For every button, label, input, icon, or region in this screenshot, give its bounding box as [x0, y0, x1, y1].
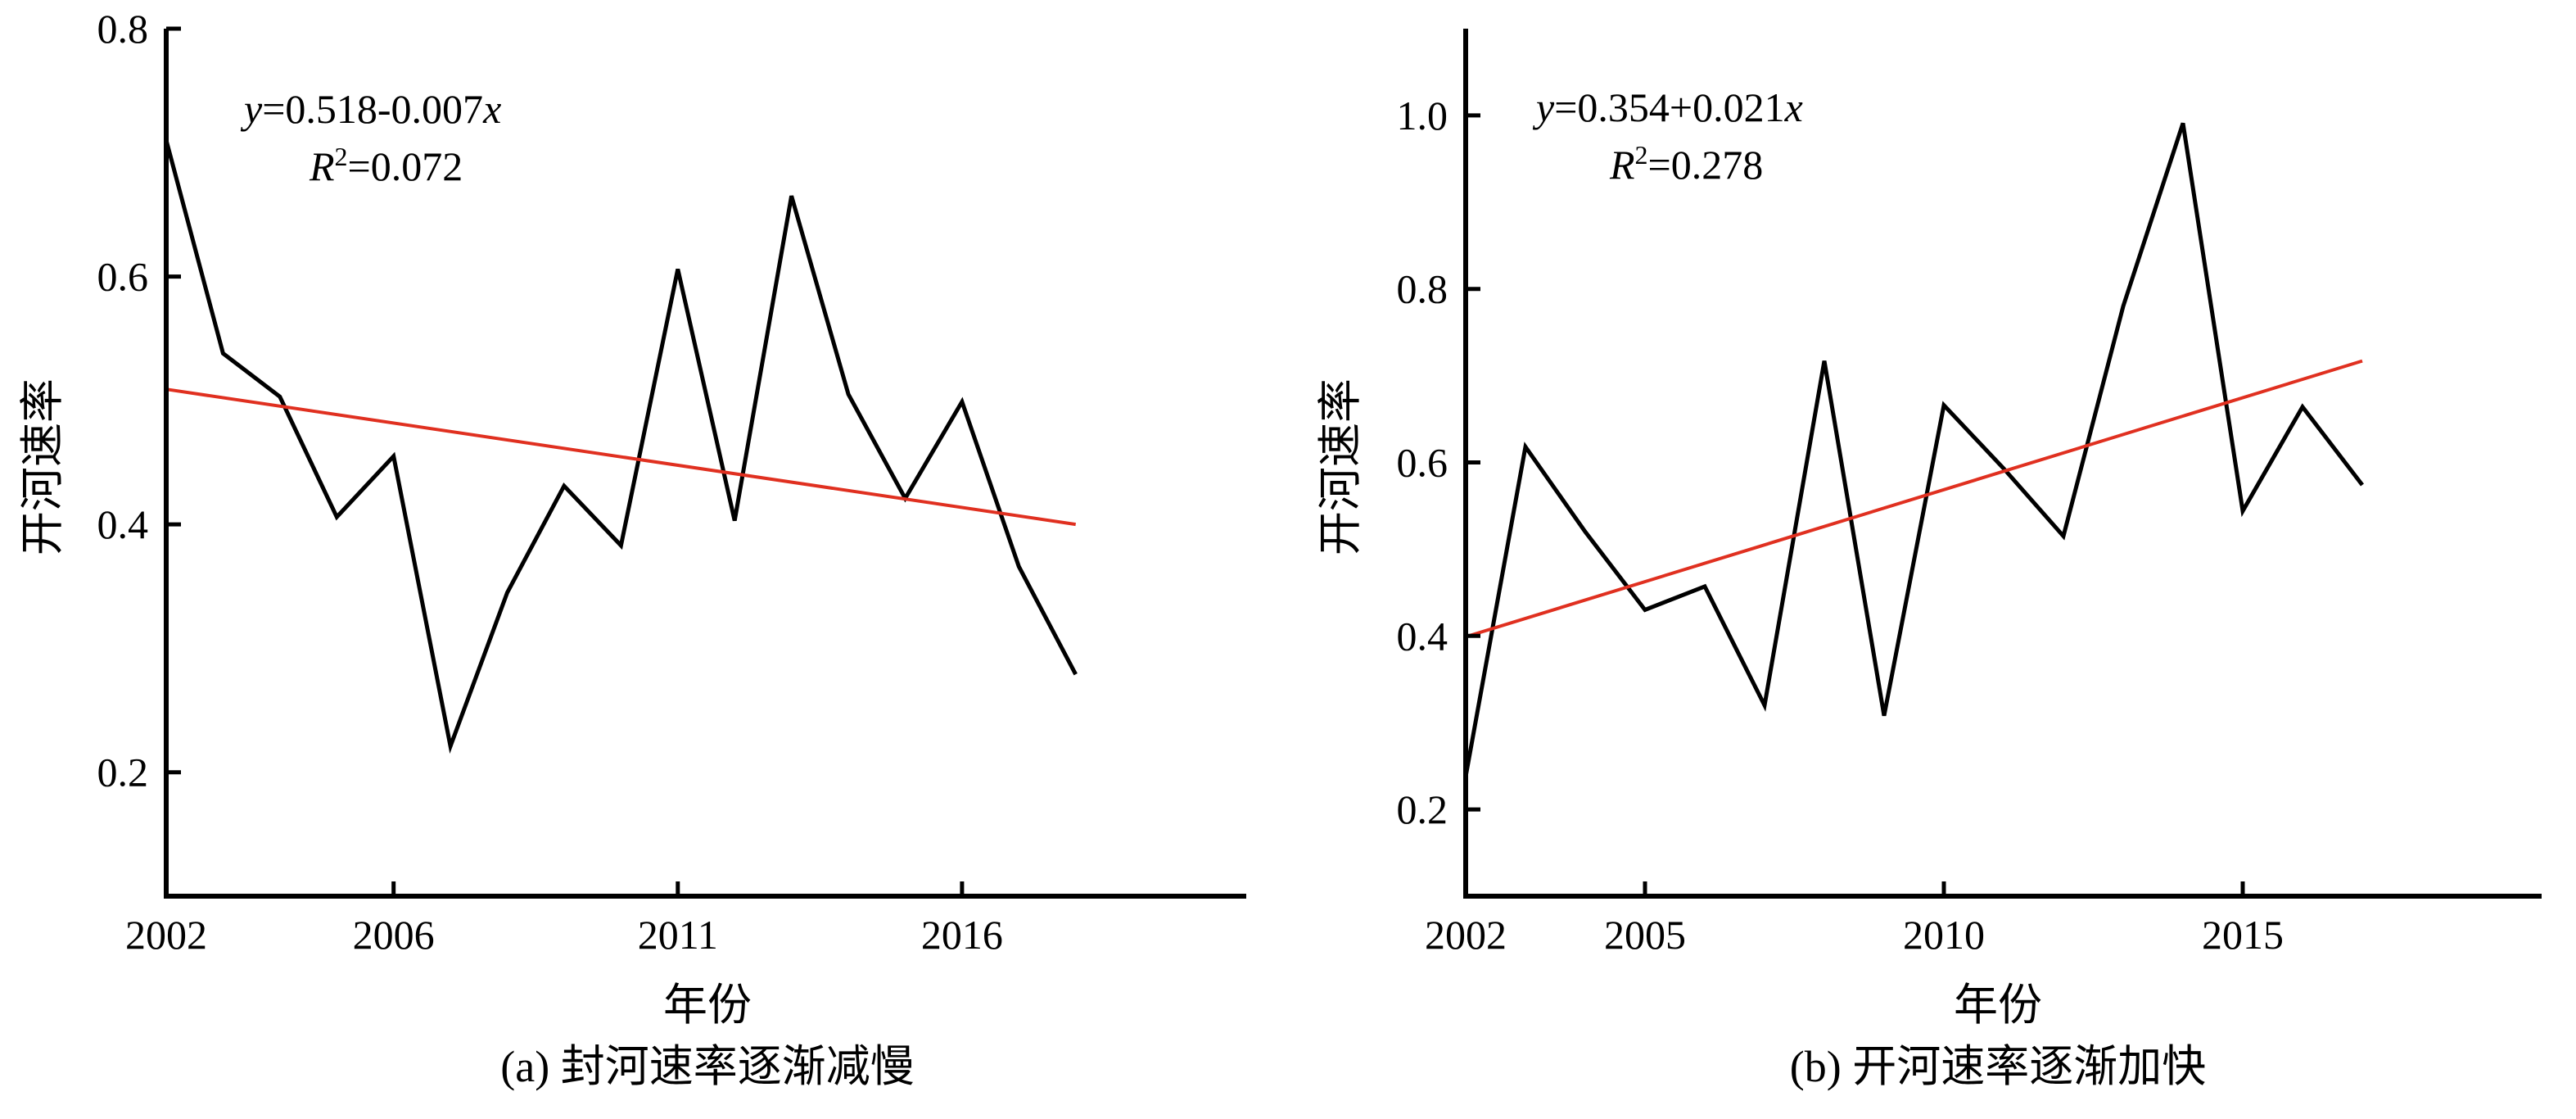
panel-a-xlabel: 年份: [663, 981, 752, 1030]
panel-a-caption: (a) 封河速率逐渐减慢: [500, 1042, 914, 1091]
panel-b-caption: (b) 开河速率逐渐加快: [1790, 1042, 2206, 1091]
panel-b-eq-r: R: [1609, 142, 1635, 188]
panel-b: 0.2 0.4 0.6 0.8 1.0 2002 2005 2010 2015 y=0.354…: [1316, 29, 2542, 1091]
panel-a-ytick-label: 0.6: [97, 254, 149, 300]
panel-a-eq-var-y: y: [240, 86, 263, 132]
panel-a-ytick-label: 0.2: [97, 750, 149, 795]
panel-a-axes: [164, 29, 1246, 899]
panel-a-trend-line: [165, 387, 1076, 527]
panel-a-ylabel: 开河速率: [18, 378, 67, 555]
panel-b-xtick-label: 2002: [1425, 912, 1507, 958]
panel-b-trend-line: [1465, 359, 2363, 639]
panel-b-ylabel: 开河速率: [1316, 378, 1365, 555]
panel-a-eq-r: R: [309, 143, 335, 189]
panel-a-eq-sup: 2: [335, 142, 348, 171]
panel-a-xtick-label: 2002: [125, 912, 207, 958]
panel-b-ytick-label: 0.2: [1397, 786, 1448, 832]
panel-b-ytick-label: 0.4: [1397, 613, 1448, 659]
panel-b-eq-sup: 2: [1635, 140, 1648, 170]
panel-a-ytick-label: 0.8: [97, 6, 149, 52]
panel-b-ytick-label: 1.0: [1397, 93, 1448, 138]
panel-a-equation-line2: R2=0.072: [309, 142, 463, 189]
panel-b-xtick-label: 2015: [2202, 912, 2284, 958]
panel-b-yticks: 0.2 0.4 0.6 0.8 1.0: [1397, 93, 1480, 832]
panel-a-ytick-label: 0.4: [97, 501, 149, 547]
panel-a-eq-mid: =0.518-0.007: [262, 86, 483, 132]
panel-b-eq-var-x: x: [1784, 84, 1803, 130]
panel-b-ytick-label: 0.8: [1397, 266, 1448, 312]
panel-b-eq-rest: =0.278: [1648, 142, 1764, 188]
panel-b-xticks: 2002 2005 2010 2015: [1425, 881, 2284, 958]
panel-a-xticks: 2002 2006 2011 2016: [125, 881, 1003, 958]
panel-b-xtick-label: 2010: [1903, 912, 1985, 958]
panel-b-xtick-label: 2005: [1604, 912, 1686, 958]
panel-a-xtick-label: 2006: [353, 912, 435, 958]
panel-b-eq-mid: =0.354+0.021: [1554, 84, 1784, 130]
panel-a-xtick-label: 2016: [921, 912, 1003, 958]
panel-b-xlabel: 年份: [1954, 981, 2042, 1030]
panel-a: 0.2 0.4 0.6 0.8 2002 2006 2011 2016 y=0.518-0.…: [18, 6, 1246, 1091]
panel-b-equation-line1: y=0.354+0.021x: [1532, 84, 1803, 130]
panel-a-equation-line1: y=0.518-0.007x: [240, 86, 501, 132]
panel-b-series-line: [1463, 122, 2364, 777]
panel-a-xtick-label: 2011: [638, 912, 718, 958]
panel-a-yticks: 0.2 0.4 0.6 0.8: [97, 6, 181, 795]
panel-b-marks: [1463, 122, 2364, 777]
panel-a-eq-var-x: x: [482, 86, 501, 132]
panel-b-eq-var-y: y: [1532, 84, 1555, 130]
panel-b-equation-line2: R2=0.278: [1609, 140, 1763, 188]
panel-a-eq-rest: =0.072: [348, 143, 463, 189]
panel-a-marks: [164, 139, 1078, 754]
panel-a-series-line: [164, 139, 1078, 754]
panel-b-ytick-label: 0.6: [1397, 440, 1448, 486]
